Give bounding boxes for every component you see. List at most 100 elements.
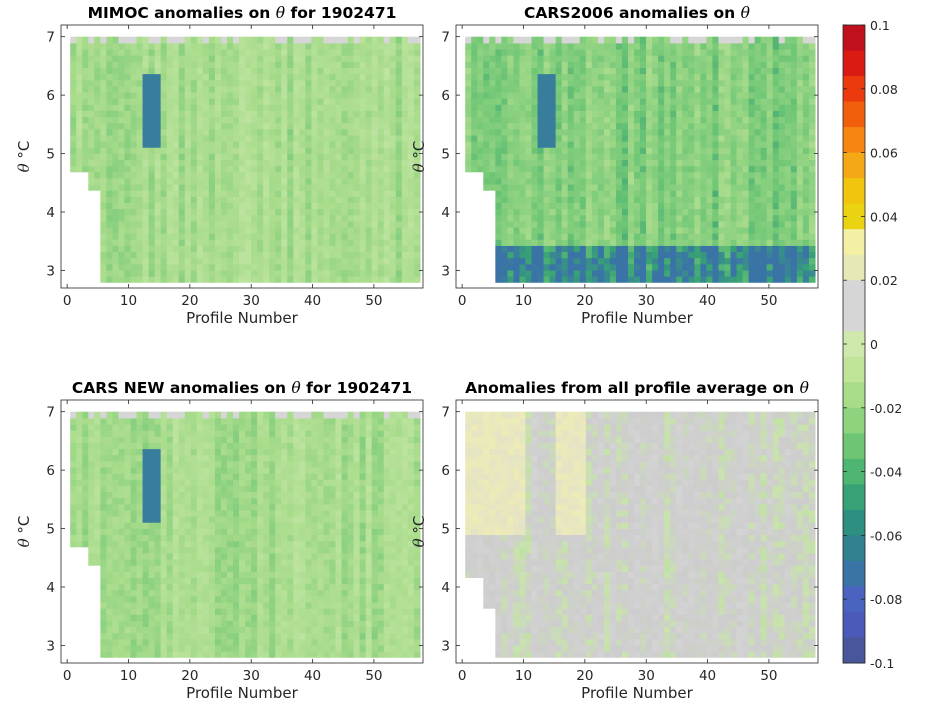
colorbar-swatch xyxy=(843,611,865,638)
colorbar-swatch xyxy=(843,586,865,613)
y-tick-label: 3 xyxy=(441,638,450,654)
title-prefix: MIMOC anomalies on xyxy=(88,4,276,22)
title-prefix: CARS2006 anomalies on xyxy=(524,4,741,22)
title-prefix: Anomalies from all profile average on xyxy=(465,379,799,397)
x-tick-label: 20 xyxy=(181,668,198,684)
y-axis-label: θ °C xyxy=(410,141,428,173)
y-tick-label: 7 xyxy=(441,405,450,421)
panel-1: 0 10 20 30 40 50 3 4 5 6 7 MIMOC anomalies on θ for… xyxy=(15,4,424,327)
y-tick-label: 6 xyxy=(46,88,55,104)
colorbar-swatch xyxy=(843,101,865,128)
colorbar-swatch xyxy=(843,637,865,664)
panel-title: CARS2006 anomalies on θ xyxy=(524,4,751,22)
title-prefix: CARS NEW anomalies on xyxy=(72,379,292,397)
x-tick-label: 50 xyxy=(760,293,777,309)
y-tick-label: 7 xyxy=(46,30,55,46)
colorbar-swatch xyxy=(843,305,865,332)
y-tick-label: 6 xyxy=(441,88,450,104)
y-tick-label: 4 xyxy=(46,205,55,221)
y-tick-label: 6 xyxy=(441,463,450,479)
colorbar-swatch xyxy=(843,254,865,281)
title-symbol: θ xyxy=(741,4,751,22)
y-tick-label: 6 xyxy=(46,463,55,479)
x-tick-label: 30 xyxy=(243,668,260,684)
x-axis-label: Profile Number xyxy=(581,684,693,702)
x-tick-label: 20 xyxy=(576,668,593,684)
heatmap-field xyxy=(465,411,816,658)
panel-4: 0 10 20 30 40 50 3 4 5 6 7 Anomalies from all profi… xyxy=(410,379,819,702)
x-tick-label: 10 xyxy=(120,293,137,309)
title-symbol: θ xyxy=(800,379,810,397)
x-axis-label: Profile Number xyxy=(581,309,693,327)
colorbar-swatch xyxy=(843,458,865,485)
colorbar-tick-label: -0.08 xyxy=(870,592,902,607)
y-tick-label: 3 xyxy=(441,263,450,279)
x-tick-label: 20 xyxy=(181,293,198,309)
y-tick-label: 5 xyxy=(441,147,450,163)
colorbar-tick-label: -0.06 xyxy=(870,528,902,543)
panel-3: 0 10 20 30 40 50 3 4 5 6 7 CARS NEW anomalies on θ … xyxy=(15,379,424,702)
x-tick-label: 30 xyxy=(638,668,655,684)
x-tick-label: 40 xyxy=(699,293,716,309)
colorbar-tick-label: 0.08 xyxy=(870,82,898,97)
y-axis-label: θ °C xyxy=(410,516,428,548)
title-suffix: for 1902471 xyxy=(301,379,412,397)
panel-2: 0 10 20 30 40 50 3 4 5 6 7 CARS2006 anomalies on θ P… xyxy=(410,4,819,327)
title-suffix: for 1902471 xyxy=(285,4,396,22)
colorbar-swatch xyxy=(843,484,865,511)
x-tick-label: 50 xyxy=(365,668,382,684)
colorbar-swatch xyxy=(843,178,865,205)
x-axis-label: Profile Number xyxy=(186,309,298,327)
panel-title: Anomalies from all profile average on θ xyxy=(465,379,809,397)
colorbar-swatch xyxy=(843,203,865,230)
x-tick-label: 0 xyxy=(458,293,467,309)
colorbar-tick-label: 0 xyxy=(870,337,878,352)
colorbar-swatch xyxy=(843,560,865,587)
colorbar-swatch xyxy=(843,76,865,103)
panel-title: CARS NEW anomalies on θ for 1902471 xyxy=(72,379,412,397)
y-tick-label: 4 xyxy=(441,580,450,596)
y-tick-label: 4 xyxy=(46,580,55,596)
x-tick-label: 40 xyxy=(304,293,321,309)
colorbar-tick-label: -0.04 xyxy=(870,465,902,480)
heatmap-field xyxy=(70,411,421,658)
panel-title: MIMOC anomalies on θ for 1902471 xyxy=(88,4,397,22)
colorbar-swatch xyxy=(843,25,865,52)
y-tick-label: 3 xyxy=(46,638,55,654)
x-tick-label: 50 xyxy=(760,668,777,684)
colorbar-swatch xyxy=(843,152,865,179)
axes-box xyxy=(60,399,424,664)
axes-box xyxy=(455,399,819,664)
x-tick-label: 0 xyxy=(458,668,467,684)
y-tick-label: 7 xyxy=(441,30,450,46)
colorbar-swatch xyxy=(843,509,865,536)
x-tick-label: 50 xyxy=(365,293,382,309)
y-tick-label: 5 xyxy=(46,147,55,163)
colorbar-swatch xyxy=(843,433,865,460)
heatmap-field xyxy=(465,36,816,283)
x-tick-label: 40 xyxy=(304,668,321,684)
x-tick-label: 30 xyxy=(243,293,260,309)
title-symbol: θ xyxy=(276,4,286,22)
x-tick-label: 0 xyxy=(63,668,72,684)
colorbar-swatch xyxy=(843,50,865,77)
y-tick-label: 7 xyxy=(46,405,55,421)
colorbar-swatch xyxy=(843,280,865,307)
y-axis-label: θ °C xyxy=(15,516,33,548)
colorbar-swatch xyxy=(843,127,865,154)
y-tick-label: 5 xyxy=(441,522,450,538)
y-tick-label: 5 xyxy=(46,522,55,538)
colorbar-tick-label: -0.1 xyxy=(870,656,894,671)
x-tick-label: 40 xyxy=(699,668,716,684)
colorbar-tick-label: 0.1 xyxy=(870,18,890,33)
colorbar-swatch xyxy=(843,229,865,256)
colorbar-tick-label: 0.04 xyxy=(870,209,898,224)
x-tick-label: 0 xyxy=(63,293,72,309)
axes-box xyxy=(60,24,424,289)
x-tick-label: 20 xyxy=(576,293,593,309)
colorbar-tick-label: 0.02 xyxy=(870,273,898,288)
colorbar: 0.1 0.08 0.06 0.04 0.02 0 -0.02 -0.04 -0.06 -0.08… xyxy=(842,18,902,671)
x-tick-label: 30 xyxy=(638,293,655,309)
y-tick-label: 3 xyxy=(46,263,55,279)
